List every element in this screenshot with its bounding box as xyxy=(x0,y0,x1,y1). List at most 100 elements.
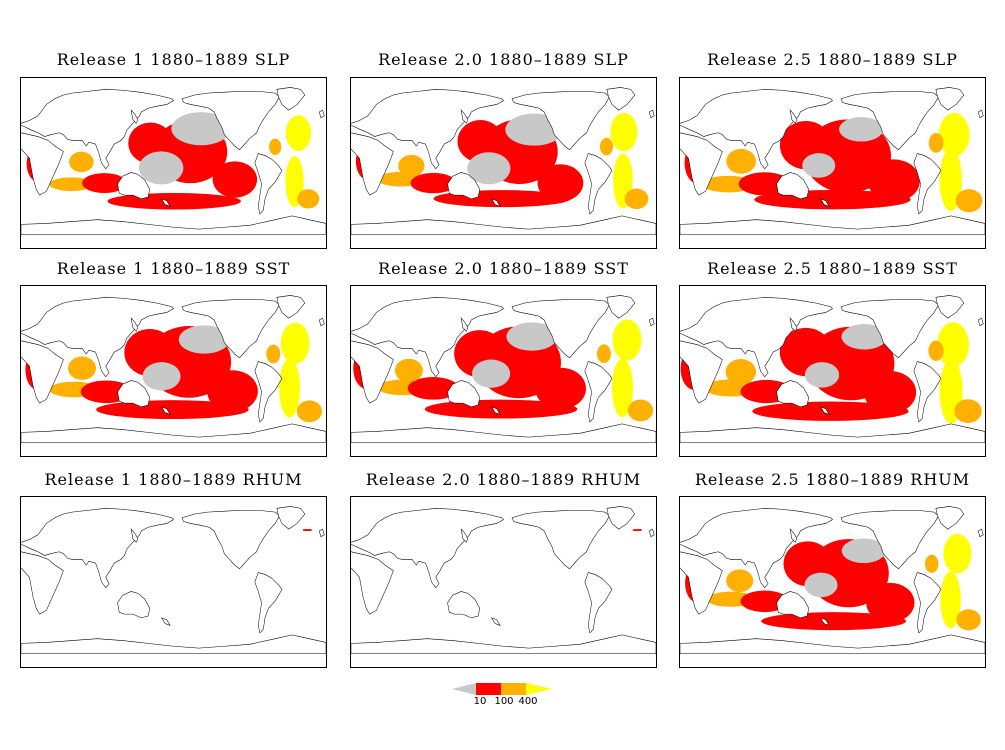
coastline-layer xyxy=(351,295,656,444)
coastline-path xyxy=(511,90,610,151)
coastline-path xyxy=(130,109,139,124)
data-density-layer xyxy=(685,524,981,631)
coastline-path xyxy=(447,172,481,200)
coastline-path xyxy=(776,591,810,619)
coastline-path xyxy=(935,87,965,111)
coastline-path xyxy=(977,317,984,327)
coastline-path xyxy=(584,572,613,634)
density-cell-orange xyxy=(624,188,649,210)
map-panel-rhum-r2-5 xyxy=(679,496,986,668)
coastline-path xyxy=(21,215,326,236)
coastline-path xyxy=(161,617,171,626)
density-cell-orange xyxy=(954,399,982,423)
density-cell-gray xyxy=(472,359,511,388)
panel-title-slp-r1: Release 1 1880–1889 SLP xyxy=(56,50,291,69)
coastline-path xyxy=(318,528,325,538)
coastline-path xyxy=(21,132,64,196)
coastline-layer xyxy=(680,506,985,655)
coastline-path xyxy=(276,87,306,111)
coastline-path xyxy=(351,423,656,444)
coastline-path xyxy=(776,380,810,408)
density-cell-orange xyxy=(69,151,94,173)
panel-title-slp-r2-0: Release 2.0 1880–1889 SLP xyxy=(378,50,629,69)
map-panel-sst-r2-0 xyxy=(350,285,657,457)
density-cell-yellow xyxy=(280,322,310,364)
coastline-layer xyxy=(21,295,326,444)
density-cell-orange xyxy=(296,400,323,423)
map-panel-slp-r2-5 xyxy=(679,77,986,249)
panel-title-sst-r2-5: Release 2.5 1880–1889 SST xyxy=(707,259,958,278)
coastline-layer xyxy=(351,87,656,236)
world-map-svg xyxy=(21,87,326,236)
map-panel-sst-r1 xyxy=(20,285,327,457)
coastline-path xyxy=(820,617,830,626)
legend-red-swatch xyxy=(476,683,501,695)
panel-title-sst-r2-0: Release 2.0 1880–1889 SST xyxy=(378,259,629,278)
density-cell-orange xyxy=(928,340,944,361)
map-panel-slp-r1 xyxy=(20,77,327,249)
density-cell-red xyxy=(407,377,459,400)
coastline-path xyxy=(680,297,833,378)
density-cell-orange xyxy=(725,359,757,385)
legend-gray-swatch xyxy=(452,683,476,695)
coastline-path xyxy=(789,317,798,332)
coastline-path xyxy=(977,528,984,538)
world-map-svg xyxy=(21,506,326,655)
density-cell-yellow xyxy=(939,148,962,212)
coastline-path xyxy=(913,361,942,423)
density-cell-gray xyxy=(802,153,836,178)
world-map-svg xyxy=(680,506,985,655)
density-cell-red xyxy=(761,612,907,631)
coastline-path xyxy=(648,528,655,538)
density-cell-orange xyxy=(924,554,939,573)
world-map-svg xyxy=(21,295,326,444)
density-cell-orange xyxy=(726,148,756,174)
coastline-path xyxy=(491,617,501,626)
panel-title-sst-r1: Release 1 1880–1889 SST xyxy=(56,259,291,278)
coastline-path xyxy=(21,551,64,615)
map-panel-rhum-r1 xyxy=(20,496,327,668)
coastline-path xyxy=(789,109,798,124)
density-cell-gray xyxy=(467,152,511,185)
density-cell-red xyxy=(424,399,578,419)
legend-label-100: 100 xyxy=(494,696,514,707)
coastline-path xyxy=(840,298,939,359)
data-density-layer xyxy=(353,313,654,422)
coastline-path xyxy=(181,90,280,151)
map-panel-slp-r2-0 xyxy=(350,77,657,249)
density-cell-red xyxy=(867,159,920,203)
coastline-path xyxy=(21,508,174,589)
coastline-path xyxy=(254,153,283,215)
coastline-path xyxy=(680,634,985,655)
density-cell-orange xyxy=(596,344,611,364)
density-cell-gray xyxy=(142,362,181,391)
density-cell-orange xyxy=(955,189,983,213)
density-cell-orange xyxy=(49,177,94,192)
density-cell-orange xyxy=(627,399,654,422)
legend-yellow-swatch xyxy=(526,683,552,695)
density-cell-yellow xyxy=(940,571,961,629)
density-cell-yellow xyxy=(611,358,633,418)
coastline-path xyxy=(460,109,469,124)
density-cell-gray xyxy=(138,151,184,185)
density-cell-red xyxy=(535,367,587,410)
coastline-path xyxy=(511,298,610,359)
density-cell-gray xyxy=(178,325,230,354)
coastline-path xyxy=(680,132,723,196)
coastline-path xyxy=(21,634,326,655)
coastline-path xyxy=(840,90,939,151)
coastline-path xyxy=(117,591,151,619)
coastline-layer xyxy=(21,87,326,236)
coastline-path xyxy=(21,89,174,170)
density-cell-yellow xyxy=(279,358,301,418)
density-cell-gray xyxy=(171,112,231,146)
coastline-path xyxy=(820,406,830,415)
coastline-path xyxy=(935,506,965,530)
density-cell-orange xyxy=(297,189,320,209)
coastline-path xyxy=(447,380,481,408)
coastline-path xyxy=(648,317,655,327)
density-cell-orange xyxy=(398,154,425,177)
density-cell-yellow xyxy=(938,112,970,157)
coastline-path xyxy=(776,172,810,200)
panel-title-rhum-r2-5: Release 2.5 1880–1889 RHUM xyxy=(694,470,971,489)
